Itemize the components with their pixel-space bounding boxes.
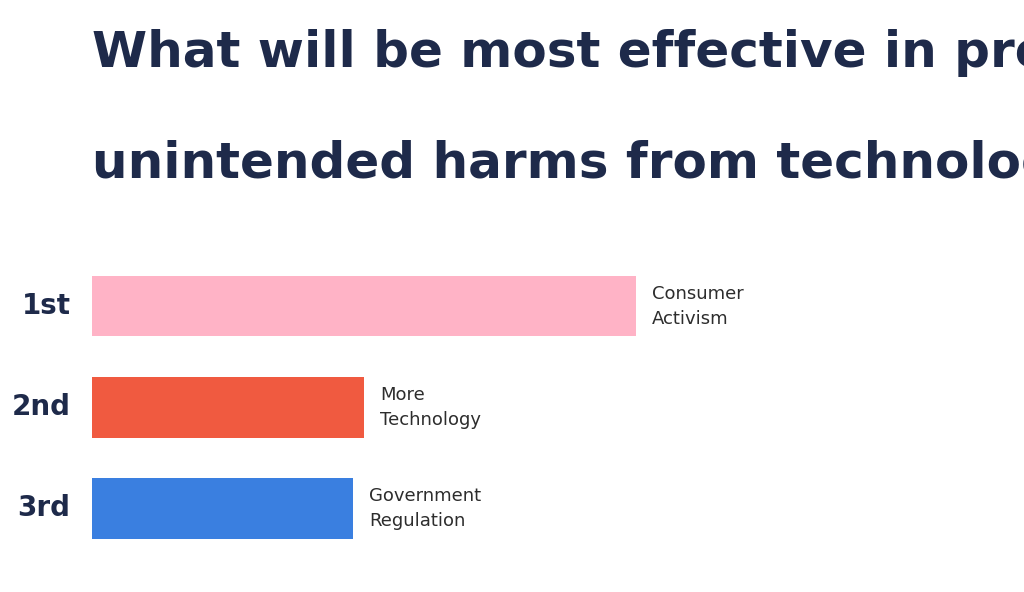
Bar	[92, 276, 636, 336]
Text: More
Technology: More Technology	[380, 386, 481, 429]
Text: 3rd: 3rd	[17, 494, 71, 523]
Text: unintended harms from technology?: unintended harms from technology?	[92, 140, 1024, 188]
Text: What will be most effective in preventing: What will be most effective in preventin…	[92, 29, 1024, 77]
Bar	[92, 377, 364, 437]
Text: Government
Regulation: Government Regulation	[370, 487, 481, 530]
Text: Consumer
Activism: Consumer Activism	[652, 285, 743, 327]
Text: 2nd: 2nd	[11, 393, 71, 422]
Bar	[92, 478, 353, 539]
Text: 1st: 1st	[22, 292, 71, 320]
